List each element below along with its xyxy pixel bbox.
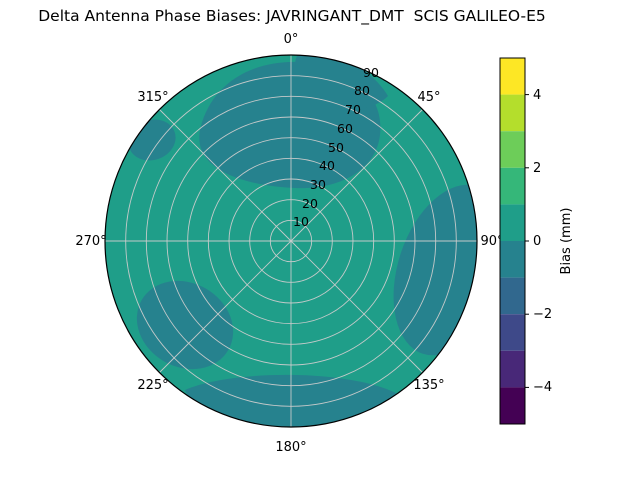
contour-negative-region-top-rim xyxy=(295,55,388,110)
colorbar-segment xyxy=(500,131,525,168)
colorbar-segment xyxy=(500,387,525,424)
colorbar-segment xyxy=(500,204,525,241)
angular-tick-label-90: 90° xyxy=(480,234,503,249)
colorbar-segment xyxy=(500,58,525,95)
radial-tick-label-40: 40 xyxy=(319,158,335,173)
angular-tick-label-225: 225° xyxy=(137,378,168,393)
radial-tick-label-20: 20 xyxy=(302,196,318,211)
grid-spoke xyxy=(159,109,292,242)
colorbar-tick-label-n2: −2 xyxy=(533,307,552,322)
angular-tick-label-45: 45° xyxy=(417,90,440,105)
angular-tick-label-270: 270° xyxy=(75,234,106,249)
radial-tick-label-80: 80 xyxy=(354,83,370,98)
radial-tick-label-70: 70 xyxy=(345,102,361,117)
angular-tick-label-180: 180° xyxy=(275,440,306,455)
angular-tick-label-0: 0° xyxy=(284,32,299,47)
colorbar-tick-label-n4: −4 xyxy=(533,380,552,395)
radial-tick-label-60: 60 xyxy=(337,121,353,136)
radial-tick-label-50: 50 xyxy=(328,140,344,155)
radial-tick-label-10: 10 xyxy=(293,214,309,229)
polar-grid-spokes xyxy=(105,55,477,427)
radial-tick-label-90: 90 xyxy=(363,65,379,80)
colorbar-segment xyxy=(500,314,525,351)
contour-negative-region-right xyxy=(393,184,477,356)
angular-tick-label-315: 315° xyxy=(137,90,168,105)
radial-tick-label-30: 30 xyxy=(310,177,326,192)
angular-tick-label-135: 135° xyxy=(413,378,444,393)
colorbar-segment xyxy=(500,94,525,132)
colorbar-segment xyxy=(500,241,525,278)
radial-tick-labels: 10 20 30 40 50 60 70 80 90 xyxy=(293,65,379,229)
colorbar-tick-label-2: 2 xyxy=(533,161,541,176)
grid-spoke xyxy=(290,109,423,242)
colorbar-axis-label: Bias (mm) xyxy=(559,208,574,275)
figure-title: Delta Antenna Phase Biases: JAVRINGANT_D… xyxy=(38,7,546,26)
colorbar-segment xyxy=(500,350,525,388)
plot-outline xyxy=(104,54,478,428)
angular-tick-labels: 0° 45° 90° 135° 180° 225° 270° 315° xyxy=(75,32,503,455)
colorbar: 4 2 0 −2 −4 Bias (mm) xyxy=(499,57,574,425)
colorbar-segment xyxy=(500,167,525,205)
grid-spoke xyxy=(159,240,292,373)
grid-spoke xyxy=(290,240,423,373)
colorbar-tick-label-0: 0 xyxy=(533,234,541,249)
colorbar-segment xyxy=(500,277,525,315)
colorbar-tick-label-4: 4 xyxy=(533,88,541,103)
contour-negative-region-lower-left xyxy=(136,280,234,370)
